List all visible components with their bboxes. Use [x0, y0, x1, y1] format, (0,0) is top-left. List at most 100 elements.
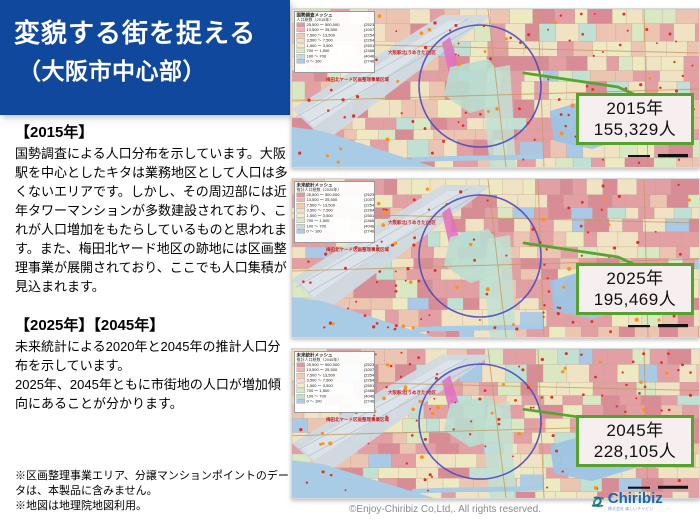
legend-color-chip: [296, 38, 305, 43]
map-red-annotation: 梅田北ヤード区画整理事業区域: [326, 77, 390, 82]
legend-row: 1,500 ～ 3,500 (2501): [296, 43, 374, 48]
legend-row: 0 ～ 100 (2746): [296, 59, 375, 64]
legend-count: (2523): [363, 192, 375, 197]
legend-row: 1,500 ～ 3,500 (2501): [296, 213, 374, 218]
section-heading-2025-2045: 【2025年】【2045年】: [15, 316, 165, 334]
map-red-annotation: 大阪駅北(うめきた)地区: [388, 50, 436, 55]
copyright-text: ©Enjoy-Chiribiz Co,Ltd,. All rights rese…: [349, 504, 541, 515]
map-year-label: 2045年: [606, 420, 664, 440]
legend-row: 13,500 ～ 25,500 (1007): [296, 27, 375, 33]
section-2025-2045: 【2025年】【2045年】 未来統計による2020年と2045年の推計人口分布…: [15, 314, 289, 414]
map-legend-content: 未来統計メッシュ 推計人口総数（2045年） 25,500 ～ 500,000 (25…: [295, 352, 375, 405]
legend-row: 700 ～ 1,500 (2466): [296, 48, 375, 54]
chiribiz-logo-icon: [591, 496, 604, 508]
legend-row: 3,500 ～ 7,500 (2264): [296, 38, 375, 43]
logo-text-wrap: Chiribiz 株式会社 楽しいチリビジ: [608, 491, 698, 517]
legend-range: 25,500 ～ 500,000: [306, 362, 340, 367]
legend-range: 100 ～ 700: [306, 53, 327, 59]
logo-wordmark: Chiribiz: [607, 490, 663, 507]
legend-range: 0 ～ 100: [306, 59, 322, 64]
legend-count: (2746): [363, 59, 375, 64]
legend-count: (2466): [363, 388, 375, 394]
legend-color-chip: [296, 378, 305, 383]
legend-row: 25,500 ～ 500,000 (2523): [296, 192, 375, 197]
map-population-label: 228,105人: [593, 442, 677, 461]
legend-range: 3,500 ～ 7,500: [306, 38, 333, 43]
legend-color-chip: [296, 197, 305, 203]
legend-title: 国勢調査メッシュ: [296, 12, 333, 18]
legend-color-chip: [296, 208, 305, 213]
legend-color-chip: [296, 362, 305, 367]
legend-count: (2254): [363, 32, 375, 38]
legend-color-chip: [296, 388, 305, 394]
legend-count: (1007): [363, 367, 375, 373]
legend-count: (2501): [363, 383, 375, 388]
section-body-2025-2045: 未来統計による2020年と2045年の推計人口分布を示しています。 2025年、…: [15, 338, 281, 411]
legend-color-chip: [296, 218, 305, 224]
legend-row: 3,500 ～ 7,500 (2264): [296, 208, 374, 213]
legend-color-chip: [296, 213, 305, 218]
legend-range: 100 ～ 700: [306, 393, 327, 399]
legend-color-chip: [296, 53, 305, 59]
legend-color-chip: [296, 27, 305, 33]
legend-row: 7,500 ～ 13,500 (2254): [296, 202, 375, 208]
title-banner: 変貌する街を捉える （大阪市中心部）: [0, 0, 290, 115]
legend-count: (2254): [363, 202, 375, 208]
legend-color-chip: [296, 367, 305, 373]
legend-count: (2264): [363, 378, 375, 383]
legend-count: (1007): [363, 197, 375, 203]
legend-subtitle: 人口総数（2015年）: [296, 17, 334, 23]
legend-range: 25,500 ～ 500,000: [306, 22, 340, 27]
legend-row: 25,500 ～ 500,000 (2523): [296, 22, 375, 27]
legend-range: 1,500 ～ 3,500: [306, 213, 333, 218]
legend-count: (2254): [363, 372, 375, 378]
map-legend: 国勢調査メッシュ 人口総数（2015年） 25,500 ～ 500,000 (2523…: [294, 11, 375, 73]
legend-color-chip: [296, 372, 305, 378]
legend-color-chip: [296, 223, 305, 229]
section-2015: 【2015年】 国勢調査による人口分布を示しています。大阪駅を中心としたキタは業…: [15, 121, 289, 297]
legend-range: 0 ～ 100: [306, 229, 322, 234]
legend-range: 1,500 ～ 3,500: [306, 43, 333, 48]
legend-row: 0 ～ 100 (2746): [296, 399, 375, 404]
map-year-label: 2025年: [606, 268, 664, 288]
legend-color-chip: [296, 59, 305, 64]
legend-range: 700 ～ 1,500: [306, 218, 330, 224]
map-year-label: 2015年: [606, 98, 664, 118]
chiribiz-logo: Chiribiz 株式会社 楽しいチリビジ: [590, 485, 698, 525]
map-red-annotation: 梅田北ヤード区画整理事業区域: [326, 247, 390, 252]
legend-range: 3,500 ～ 7,500: [306, 378, 333, 383]
legend-count: (2746): [363, 399, 375, 404]
legend-count: (2466): [363, 48, 375, 54]
description-column: 【2015年】 国勢調査による人口分布を示しています。大阪駅を中心としたキタは業…: [15, 121, 289, 431]
map-2015: 国勢調査メッシュ 人口総数（2015年） 25,500 ～ 500,000 (2523…: [291, 8, 700, 168]
legend-count: (2523): [363, 22, 375, 27]
legend-color-chip: [296, 399, 305, 404]
legend-range: 1,500 ～ 3,500: [306, 383, 333, 388]
legend-range: 13,500 ～ 25,500: [306, 197, 338, 203]
section-body-2015: 国勢調査による人口分布を示しています。大阪駅を中心としたキタは業務地区として人口…: [15, 146, 288, 294]
legend-color-chip: [296, 229, 305, 234]
footnote-line: ※区画整理事業エリア、分譲マンションポイントのデータは、本製品に含みません。: [15, 470, 289, 497]
legend-range: 700 ～ 1,500: [306, 48, 330, 54]
legend-count: (2466): [363, 218, 375, 224]
legend-count: (2264): [363, 38, 375, 43]
map-callout-2045: 2045年 228,105人: [576, 415, 694, 467]
legend-count: (2523): [363, 362, 375, 367]
legend-range: 700 ～ 1,500: [306, 388, 330, 394]
map-2045: 未来統計メッシュ 推計人口総数（2045年） 25,500 ～ 500,000 (25…: [291, 348, 700, 499]
section-heading-2015: 【2015年】: [15, 124, 94, 141]
legend-count: (1007): [363, 27, 375, 33]
legend-row: 25,500 ～ 500,000 (2523): [296, 362, 375, 367]
legend-color-chip: [296, 22, 305, 27]
map-population-label: 195,469人: [593, 290, 677, 309]
legend-color-chip: [296, 202, 305, 208]
map-legend: 未来統計メッシュ 推計人口総数（2045年） 25,500 ～ 500,000 (25…: [294, 351, 375, 413]
slide-title: 変貌する街を捉える: [14, 18, 257, 48]
map-red-annotation: 大阪駅北(うめきた)地区: [388, 390, 436, 395]
legend-row: 700 ～ 1,500 (2466): [296, 388, 375, 394]
map-callout-2015: 2015年 155,329人: [576, 93, 694, 145]
legend-title: 未来統計メッシュ: [296, 352, 333, 358]
legend-row: 7,500 ～ 13,500 (2254): [296, 32, 375, 38]
legend-row: 3,500 ～ 7,500 (2264): [296, 378, 375, 383]
